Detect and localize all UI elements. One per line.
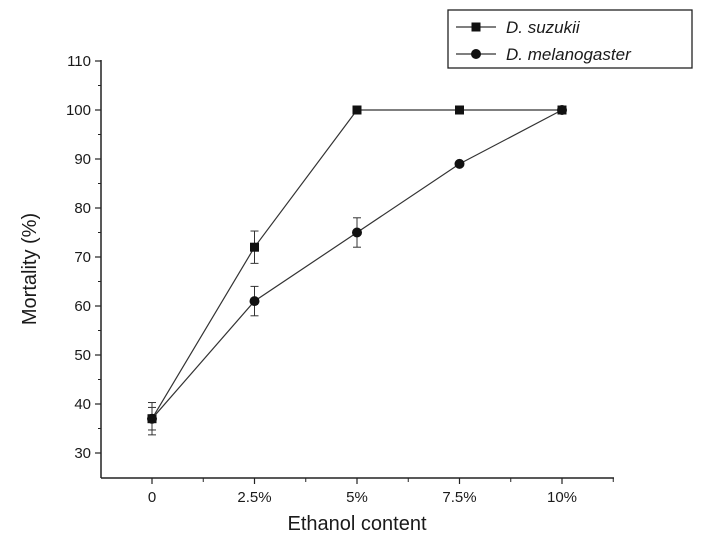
plot-area: 30 40 50 60 70 80 90 100 110 0 2.5% 5% 7.5% 10% (66, 53, 614, 506)
x-tick-label: 10% (547, 489, 577, 506)
series-line (151, 109, 562, 420)
y-tick-label: 50 (74, 347, 91, 364)
series-d-melanogaster (147, 105, 567, 431)
y-tick-label: 110 (67, 53, 91, 70)
y-tick-label: 90 (74, 151, 91, 168)
data-point (352, 227, 362, 238)
y-tick-label: 70 (74, 249, 91, 266)
data-point (352, 105, 362, 115)
data-point (250, 242, 259, 252)
legend-marker-d-suzukii (471, 22, 481, 32)
legend: D. suzukii D. melanogaster (447, 9, 693, 69)
x-tick-label: 0 (148, 489, 156, 506)
x-tick-label: 5% (346, 489, 368, 506)
x-axis-ticks: 0 2.5% 5% 7.5% 10% (148, 478, 614, 506)
data-point (147, 413, 157, 424)
y-axis-title: Mortality (%) (19, 213, 41, 325)
data-point (455, 105, 464, 115)
data-point (557, 105, 567, 115)
y-tick-label: 100 (66, 102, 91, 119)
y-tick-label: 40 (74, 396, 91, 413)
series-d-suzukii (147, 105, 567, 436)
data-point (249, 296, 260, 307)
x-tick-label: 7.5% (442, 489, 476, 506)
legend-label-d-suzukii: D. suzukii (506, 18, 581, 37)
y-tick-label: 80 (74, 200, 91, 217)
legend-marker-d-melanogaster (471, 49, 481, 59)
y-tick-label: 30 (74, 445, 91, 462)
data-point (454, 158, 465, 169)
y-tick-label: 60 (74, 298, 91, 315)
legend-label-d-melanogaster: D. melanogaster (506, 45, 632, 64)
series-layer (147, 105, 567, 436)
legend-box (447, 9, 693, 69)
x-tick-label: 2.5% (237, 489, 271, 506)
series-line (151, 109, 563, 420)
x-axis-title: Ethanol content (288, 513, 427, 534)
y-axis-ticks: 30 40 50 60 70 80 90 100 110 (66, 53, 101, 462)
